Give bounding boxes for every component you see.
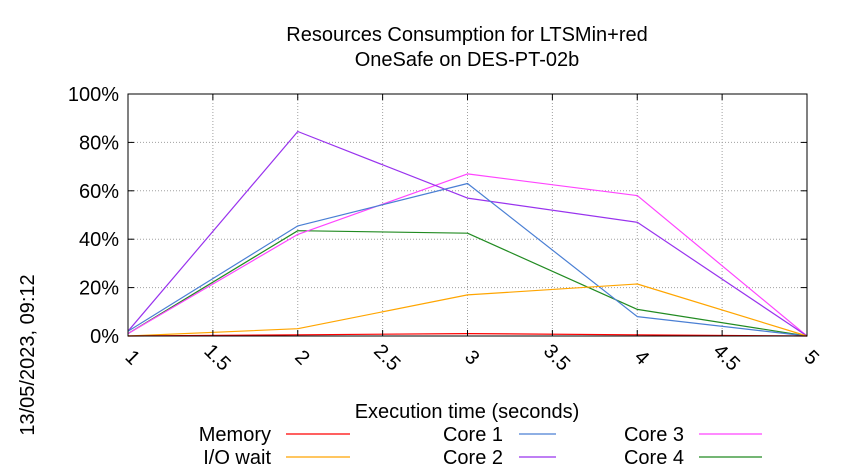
y-axis-ticks: 0% 20% 40% 60% 80% 100% [68,84,807,348]
x-tick-label: 2.5 [369,340,404,375]
y-tick-label: 20% [79,278,119,300]
x-tick-label: 1 [121,346,144,369]
x-tick-label: 3.5 [539,340,574,375]
x-tick-label: 3 [460,346,483,369]
x-tick-label: 5 [800,346,823,369]
legend-label-core-3: Core 3 [624,424,684,446]
series-line-core-3 [127,173,808,337]
timestamp-label: 13/05/2023, 09:12 [17,274,39,435]
series-line-i-o-wait [127,283,808,337]
series-line-core-2 [127,130,808,337]
grid [128,94,807,336]
chart-title: Resources Consumption for LTSMin+red [286,24,647,46]
chart-subtitle: OneSafe on DES-PT-02b [355,49,580,71]
legend-label-i-o-wait: I/O wait [203,447,271,469]
y-tick-label: 60% [79,181,119,203]
series-lines [127,130,808,337]
legend-label-core-2: Core 2 [443,447,503,469]
y-tick-label: 0% [90,326,119,348]
series-line-core-4 [127,230,808,337]
series-line-core-1 [127,182,808,337]
x-axis-label: Execution time (seconds) [355,401,580,423]
legend-label-memory: Memory [199,424,271,446]
y-tick-label: 80% [79,132,119,154]
y-tick-label: 100% [68,84,119,106]
x-tick-label: 4.5 [709,340,744,375]
legend-label-core-1: Core 1 [443,424,503,446]
y-tick-label: 40% [79,229,119,251]
x-tick-label: 1.5 [200,340,235,375]
legend-label-core-4: Core 4 [624,447,684,469]
x-tick-label: 2 [290,346,313,369]
x-tick-label: 4 [630,346,653,369]
